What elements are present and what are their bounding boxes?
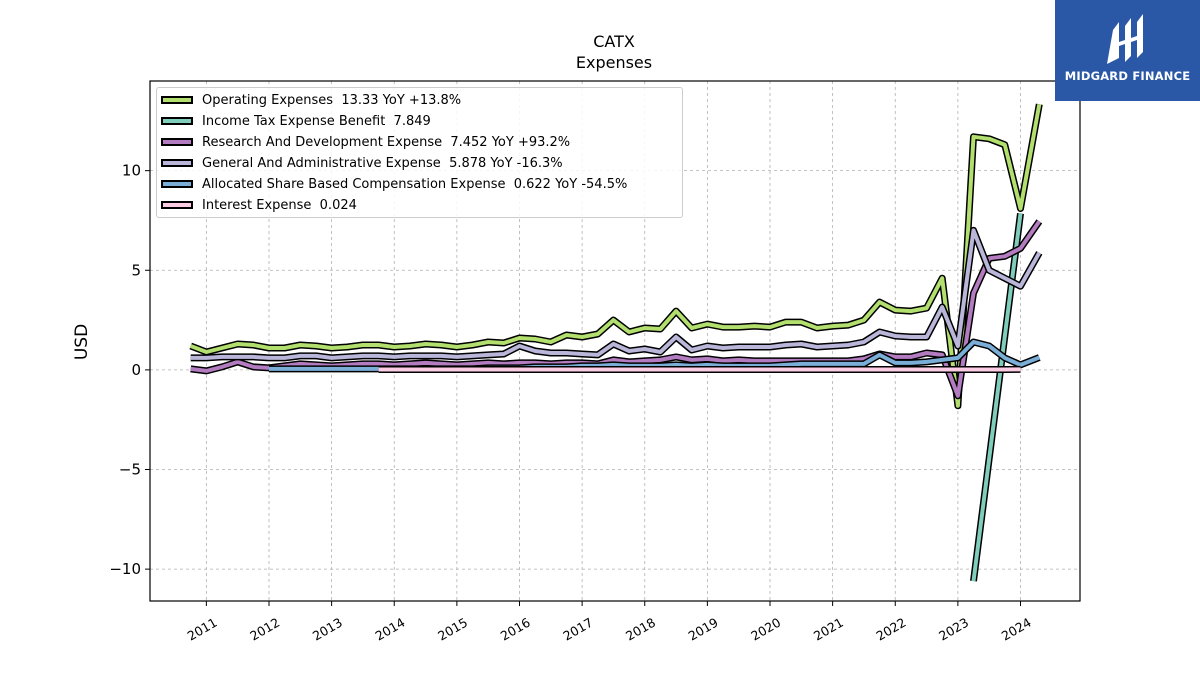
x-tick-label: 2020 bbox=[748, 615, 783, 644]
legend-label: Allocated Share Based Compensation Expen… bbox=[202, 176, 628, 192]
x-tick-label: 2017 bbox=[560, 615, 595, 644]
legend-item-income-tax: Income Tax Expense Benefit 7.849 bbox=[161, 112, 431, 130]
x-tick-label: 2011 bbox=[185, 615, 220, 644]
series-lines bbox=[189, 103, 1043, 582]
brand-mark-icon bbox=[1107, 14, 1143, 64]
y-axis-ticks: −10 −5 0 5 10 bbox=[109, 162, 150, 578]
y-tick-label: −10 bbox=[109, 560, 141, 578]
x-tick-label: 2016 bbox=[498, 615, 533, 644]
y-tick-label: 0 bbox=[131, 361, 141, 379]
y-axis-label: USD bbox=[72, 324, 92, 360]
legend-label: Research And Development Expense 7.452 Y… bbox=[202, 134, 571, 150]
series-line bbox=[189, 103, 1042, 408]
x-tick-label: 2018 bbox=[623, 615, 658, 644]
legend-label: General And Administrative Expense 5.878… bbox=[202, 155, 563, 171]
legend-label: Operating Expenses 13.33 YoY +13.8% bbox=[202, 92, 462, 108]
legend-swatch bbox=[161, 180, 193, 188]
x-tick-label: 2012 bbox=[247, 615, 282, 644]
legend-item-share-based-compensation: Allocated Share Based Compensation Expen… bbox=[161, 175, 627, 193]
x-tick-label: 2023 bbox=[936, 615, 971, 644]
plot-frame bbox=[149, 80, 1081, 602]
legend-swatch bbox=[161, 138, 193, 146]
chart-title: CATX bbox=[593, 32, 635, 51]
legend: Operating Expenses 13.33 YoY +13.8% Inco… bbox=[156, 87, 683, 218]
series-line bbox=[190, 228, 1042, 360]
x-tick-label: 2015 bbox=[435, 615, 470, 644]
x-tick-label: 2019 bbox=[686, 615, 721, 644]
x-tick-label: 2021 bbox=[811, 615, 846, 644]
y-tick-label: −5 bbox=[119, 461, 141, 479]
legend-label: Income Tax Expense Benefit 7.849 bbox=[202, 113, 431, 129]
brand-logo: MIDGARD FINANCE bbox=[1055, 0, 1200, 101]
y-tick-label: 5 bbox=[131, 261, 141, 279]
legend-swatch bbox=[161, 117, 193, 125]
y-tick-label: 10 bbox=[122, 162, 141, 180]
x-tick-label: 2014 bbox=[372, 615, 407, 644]
x-axis-ticks: 2011 2012 2013 2014 2015 2016 2017 2018 2019 2020… bbox=[185, 601, 1034, 644]
x-tick-label: 2022 bbox=[873, 615, 908, 644]
legend-swatch bbox=[161, 159, 193, 167]
legend-item-research-development: Research And Development Expense 7.452 Y… bbox=[161, 133, 570, 151]
legend-label: Interest Expense 0.024 bbox=[202, 197, 357, 213]
series-line bbox=[971, 213, 1023, 582]
x-tick-label: 2024 bbox=[999, 615, 1034, 644]
legend-item-general-administrative: General And Administrative Expense 5.878… bbox=[161, 154, 563, 172]
x-tick-label: 2013 bbox=[310, 615, 345, 644]
brand-name: MIDGARD FINANCE bbox=[1064, 69, 1191, 83]
legend-swatch bbox=[161, 201, 193, 209]
chart-subtitle: Expenses bbox=[576, 53, 652, 72]
legend-swatch bbox=[161, 96, 193, 104]
legend-item-interest-expense: Interest Expense 0.024 bbox=[161, 196, 357, 214]
legend-item-operating-expenses: Operating Expenses 13.33 YoY +13.8% bbox=[161, 91, 461, 109]
